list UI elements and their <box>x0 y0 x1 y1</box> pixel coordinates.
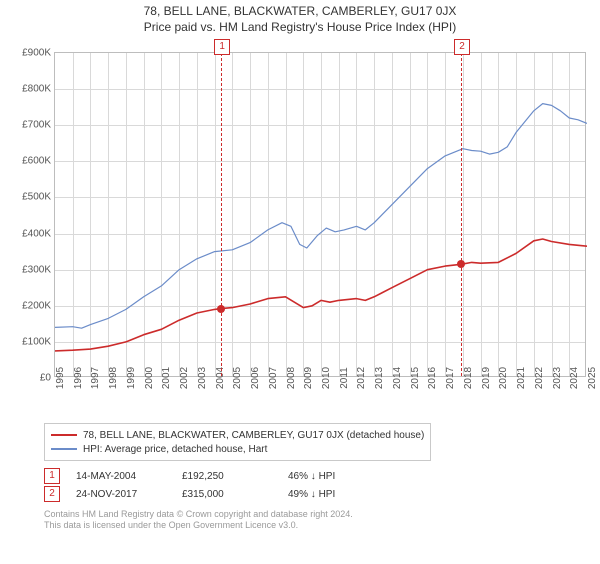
x-tick-label: 2025 <box>587 367 598 389</box>
y-tick-label: £200K <box>22 300 51 311</box>
y-tick-label: £0 <box>40 373 51 384</box>
sale-marker-dot <box>457 260 465 268</box>
sale-reference-line: 1 <box>221 53 222 376</box>
sale-index-badge: 2 <box>44 486 60 502</box>
legend-label: 78, BELL LANE, BLACKWATER, CAMBERLEY, GU… <box>83 430 424 441</box>
sale-date: 24-NOV-2017 <box>76 489 166 500</box>
y-tick-label: £800K <box>22 84 51 95</box>
sale-price: £192,250 <box>182 471 272 482</box>
legend-item: 78, BELL LANE, BLACKWATER, CAMBERLEY, GU… <box>51 428 424 442</box>
sale-price: £315,000 <box>182 489 272 500</box>
chart: £0 £100K £200K £300K £400K £500K £600K £700K £80… <box>10 42 588 417</box>
y-tick-label: £400K <box>22 228 51 239</box>
sale-row: 1 14-MAY-2004 £192,250 46% ↓ HPI <box>44 467 588 485</box>
plot-area: £0£100K£200K£300K£400K£500K£600K£700K£80… <box>54 52 586 377</box>
y-tick-label: £900K <box>22 48 51 59</box>
sale-date: 14-MAY-2004 <box>76 471 166 482</box>
y-tick-label: £300K <box>22 264 51 275</box>
sale-index-badge: 1 <box>44 468 60 484</box>
footer: Contains HM Land Registry data © Crown c… <box>44 509 588 532</box>
y-tick-label: £600K <box>22 156 51 167</box>
series-svg <box>55 53 587 378</box>
chart-title-subtitle: Price paid vs. HM Land Registry's House … <box>0 20 600 34</box>
series-line <box>55 239 587 351</box>
sale-reference-badge: 2 <box>454 39 470 55</box>
sales-table: 1 14-MAY-2004 £192,250 46% ↓ HPI 2 24-NOV-201… <box>44 467 588 503</box>
sale-reference-line: 2 <box>461 53 462 376</box>
y-tick-label: £500K <box>22 192 51 203</box>
legend: 78, BELL LANE, BLACKWATER, CAMBERLEY, GU… <box>44 423 431 461</box>
sale-reference-badge: 1 <box>214 39 230 55</box>
sale-relative-hpi: 46% ↓ HPI <box>288 471 378 482</box>
chart-titles: 78, BELL LANE, BLACKWATER, CAMBERLEY, GU… <box>0 4 600 34</box>
legend-label: HPI: Average price, detached house, Hart <box>83 444 267 455</box>
legend-item: HPI: Average price, detached house, Hart <box>51 442 424 456</box>
footer-line1: Contains HM Land Registry data © Crown c… <box>44 509 588 520</box>
y-tick-label: £700K <box>22 120 51 131</box>
footer-line2: This data is licensed under the Open Gov… <box>44 520 588 531</box>
y-tick-label: £100K <box>22 336 51 347</box>
chart-title-address: 78, BELL LANE, BLACKWATER, CAMBERLEY, GU… <box>0 4 600 18</box>
sale-marker-dot <box>217 305 225 313</box>
sale-relative-hpi: 49% ↓ HPI <box>288 489 378 500</box>
series-line <box>55 104 587 329</box>
legend-swatch <box>51 434 77 436</box>
sale-row: 2 24-NOV-2017 £315,000 49% ↓ HPI <box>44 485 588 503</box>
legend-swatch <box>51 448 77 450</box>
